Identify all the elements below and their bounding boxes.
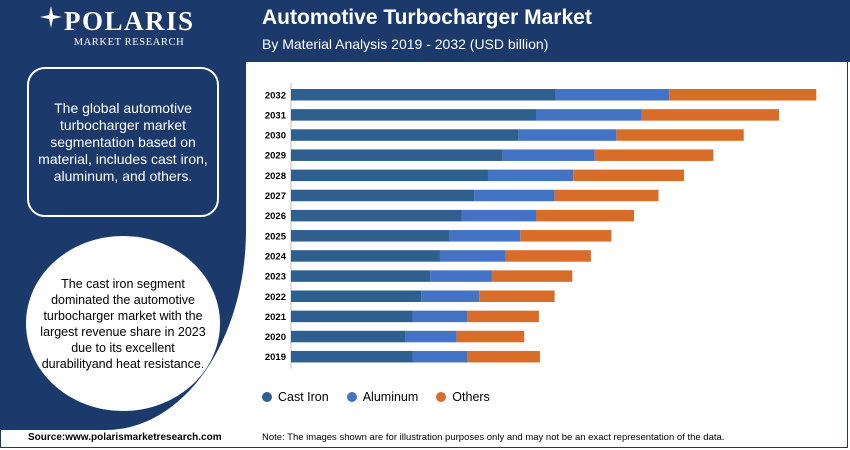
bar-others-2021 xyxy=(467,310,539,323)
bar-others-2029 xyxy=(594,149,714,161)
bar-aluminum-2020 xyxy=(405,330,457,343)
y-tick-label: 2020 xyxy=(265,332,286,343)
y-tick-label: 2024 xyxy=(265,251,287,262)
legend-label: Aluminum xyxy=(362,390,419,404)
summary-box: The global automotive turbocharger marke… xyxy=(27,67,219,217)
bar-cast-iron-2019 xyxy=(291,350,413,363)
bar-cast-iron-2031 xyxy=(291,109,536,121)
highlight-text: The cast iron segment dominated the auto… xyxy=(40,276,206,371)
source-text: Source:www.polarismarketresearch.com xyxy=(28,432,222,443)
legend-marker xyxy=(262,392,272,402)
bar-others-2024 xyxy=(505,250,591,262)
y-tick-label: 2019 xyxy=(265,352,286,363)
y-tick-label: 2023 xyxy=(265,272,286,283)
legend-label: Others xyxy=(452,390,490,404)
bar-aluminum-2019 xyxy=(412,350,468,363)
bar-others-2027 xyxy=(554,189,659,202)
y-tick-label: 2021 xyxy=(265,312,287,323)
bar-aluminum-2029 xyxy=(502,149,595,161)
bar-cast-iron-2028 xyxy=(291,169,488,182)
y-tick-label: 2025 xyxy=(265,231,287,242)
y-tick-label: 2032 xyxy=(265,90,286,101)
bar-cast-iron-2027 xyxy=(291,189,475,202)
bar-aluminum-2032 xyxy=(555,89,670,101)
bar-others-2028 xyxy=(573,169,684,182)
bar-aluminum-2023 xyxy=(430,270,492,282)
y-tick-label: 2026 xyxy=(265,211,286,222)
bar-cast-iron-2030 xyxy=(291,129,519,141)
compass-star-icon xyxy=(40,6,62,28)
chart-legend: Cast Iron Aluminum Others xyxy=(262,390,490,404)
bar-cast-iron-2023 xyxy=(291,270,431,282)
bar-aluminum-2025 xyxy=(449,230,521,242)
y-tick-label: 2029 xyxy=(265,151,286,162)
polaris-logo: POLARIS MARKET RESEARCH xyxy=(64,4,194,56)
y-tick-label: 2022 xyxy=(265,292,286,303)
y-tick-label: 2027 xyxy=(265,191,286,202)
bar-others-2019 xyxy=(467,350,540,363)
bar-others-2031 xyxy=(641,109,780,121)
bar-cast-iron-2024 xyxy=(291,250,440,262)
bar-cast-iron-2032 xyxy=(291,89,556,101)
bar-others-2030 xyxy=(616,129,744,141)
bar-others-2023 xyxy=(491,270,573,282)
bar-aluminum-2026 xyxy=(461,209,536,222)
bar-aluminum-2027 xyxy=(474,189,555,202)
bar-cast-iron-2021 xyxy=(291,310,413,323)
bar-others-2022 xyxy=(479,290,555,302)
bar-others-2026 xyxy=(536,209,634,222)
logo-title: POLARIS xyxy=(64,6,195,36)
y-tick-label: 2031 xyxy=(265,110,287,121)
chart-subtitle: By Material Analysis 2019 - 2032 (USD bi… xyxy=(262,36,549,52)
highlight-circle: The cast iron segment dominated the auto… xyxy=(26,236,220,411)
y-tick-label: 2030 xyxy=(265,131,286,142)
legend-marker xyxy=(346,392,357,402)
bar-cast-iron-2022 xyxy=(291,290,422,302)
logo-subtitle: MARKET RESEARCH xyxy=(73,37,185,48)
bar-aluminum-2028 xyxy=(487,169,574,182)
header-band xyxy=(246,0,850,62)
legend-item-cast-iron: Cast Iron xyxy=(262,390,329,404)
chart-title: Automotive Turbocharger Market xyxy=(262,6,592,29)
summary-text: The global automotive turbocharger marke… xyxy=(38,99,208,184)
bar-others-2032 xyxy=(669,89,817,101)
legend-item-others: Others xyxy=(436,390,490,404)
disclaimer-note: Note: The images shown are for illustrat… xyxy=(262,432,725,443)
legend-label: Cast Iron xyxy=(278,390,329,404)
bar-aluminum-2021 xyxy=(412,310,468,323)
legend-marker xyxy=(436,392,447,402)
bar-aluminum-2022 xyxy=(421,290,480,302)
bar-aluminum-2024 xyxy=(439,250,506,262)
bar-cast-iron-2029 xyxy=(291,149,503,161)
bar-cast-iron-2020 xyxy=(291,330,406,343)
bar-chart: 2032 2031 2030 2029 2028 2027 2026 2025 2024 2023… xyxy=(265,83,817,369)
legend-item-aluminum: Aluminum xyxy=(346,390,419,404)
bar-cast-iron-2026 xyxy=(291,209,462,222)
bar-aluminum-2030 xyxy=(518,129,617,141)
bar-aluminum-2031 xyxy=(536,109,642,121)
bar-others-2025 xyxy=(520,230,612,242)
bar-others-2020 xyxy=(456,330,525,343)
bar-cast-iron-2025 xyxy=(291,230,450,242)
y-tick-label: 2028 xyxy=(265,171,286,182)
